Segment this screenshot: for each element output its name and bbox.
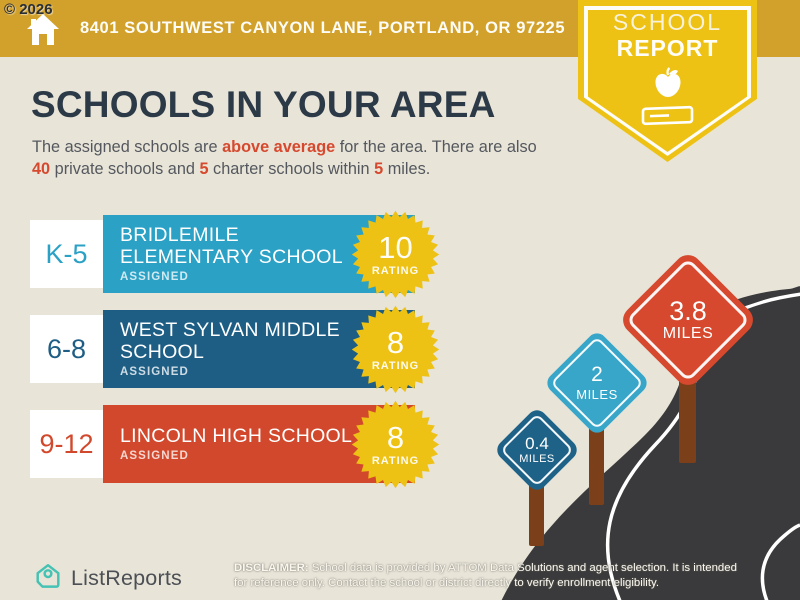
copyright-text: © 2026	[4, 1, 53, 18]
rating-value: 8	[386, 420, 405, 455]
book-icon	[639, 105, 697, 134]
school-name: BRIDLEMILE ELEMENTARY SCHOOL	[120, 224, 343, 268]
listreports-logo: ListReports	[33, 561, 182, 596]
home-icon	[26, 12, 60, 53]
badge-title-report: REPORT	[616, 35, 719, 61]
school-status: ASSIGNED	[120, 450, 189, 463]
grade-range-box: 9-12	[30, 410, 103, 478]
brand-name: ListReports	[71, 566, 182, 590]
sign-post	[589, 425, 604, 505]
accent-charter-count: 5	[199, 160, 209, 179]
distance-value: 0.4	[525, 434, 549, 454]
school-row-high: 9-12 LINCOLN HIGH SCHOOL ASSIGNED 8 RATI…	[30, 400, 440, 489]
distance-value: 2	[591, 363, 603, 387]
disclaimer-label: DISCLAIMER:	[234, 562, 309, 574]
accent-miles-count: 5	[374, 160, 384, 179]
summary-text: The assigned schools are above average f…	[32, 138, 537, 179]
starburst-icon	[351, 210, 440, 299]
distance-sign-far: 3.8 MILES	[617, 249, 759, 391]
disclaimer-text: DISCLAIMER: School data is provided by A…	[234, 562, 737, 589]
school-status: ASSIGNED	[120, 365, 189, 378]
school-report-badge: SCHOOL REPORT	[578, 0, 757, 162]
rating-label: RATING	[371, 360, 420, 372]
starburst-icon	[351, 400, 440, 489]
property-address: 8401 SOUTHWEST CANYON LANE, PORTLAND, OR…	[80, 19, 566, 37]
sign-post	[679, 378, 696, 463]
school-row-middle: 6-8 WEST SYLVAN MIDDLE SCHOOL ASSIGNED 8…	[30, 305, 440, 394]
distance-unit: MILES	[662, 325, 714, 343]
school-status: ASSIGNED	[120, 270, 189, 283]
starburst-icon	[351, 305, 440, 394]
school-row-elementary: K-5 BRIDLEMILE ELEMENTARY SCHOOL ASSIGNE…	[30, 210, 440, 299]
grade-range: 6-8	[46, 333, 87, 364]
school-name: WEST SYLVAN MIDDLE SCHOOL	[120, 319, 340, 363]
distance-unit: MILES	[576, 386, 618, 402]
grade-range-box: 6-8	[30, 315, 103, 383]
rating-badge: 8 RATING	[349, 303, 442, 396]
rating-label: RATING	[371, 455, 420, 467]
sign-post	[529, 478, 544, 546]
grade-range: K-5	[45, 238, 88, 269]
page-title: SCHOOLS IN YOUR AREA	[31, 84, 496, 125]
accent-private-count: 40	[32, 160, 51, 179]
distance-sign-mid: 2 MILES	[543, 329, 651, 437]
house-pin-icon	[33, 561, 63, 596]
apple-icon	[651, 66, 685, 105]
grade-range: 9-12	[39, 428, 94, 459]
rating-label: RATING	[371, 265, 420, 277]
distance-unit: MILES	[519, 452, 555, 465]
distance-value: 3.8	[669, 295, 707, 326]
rating-value: 8	[386, 325, 405, 360]
accent-above-average: above average	[222, 138, 336, 156]
rating-badge: 8 RATING	[349, 398, 442, 491]
rating-value: 10	[378, 230, 413, 265]
badge-title-school: SCHOOL	[612, 9, 723, 35]
grade-range-box: K-5	[30, 220, 103, 288]
school-name: LINCOLN HIGH SCHOOL	[120, 424, 353, 447]
rating-badge: 10 RATING	[349, 208, 442, 301]
